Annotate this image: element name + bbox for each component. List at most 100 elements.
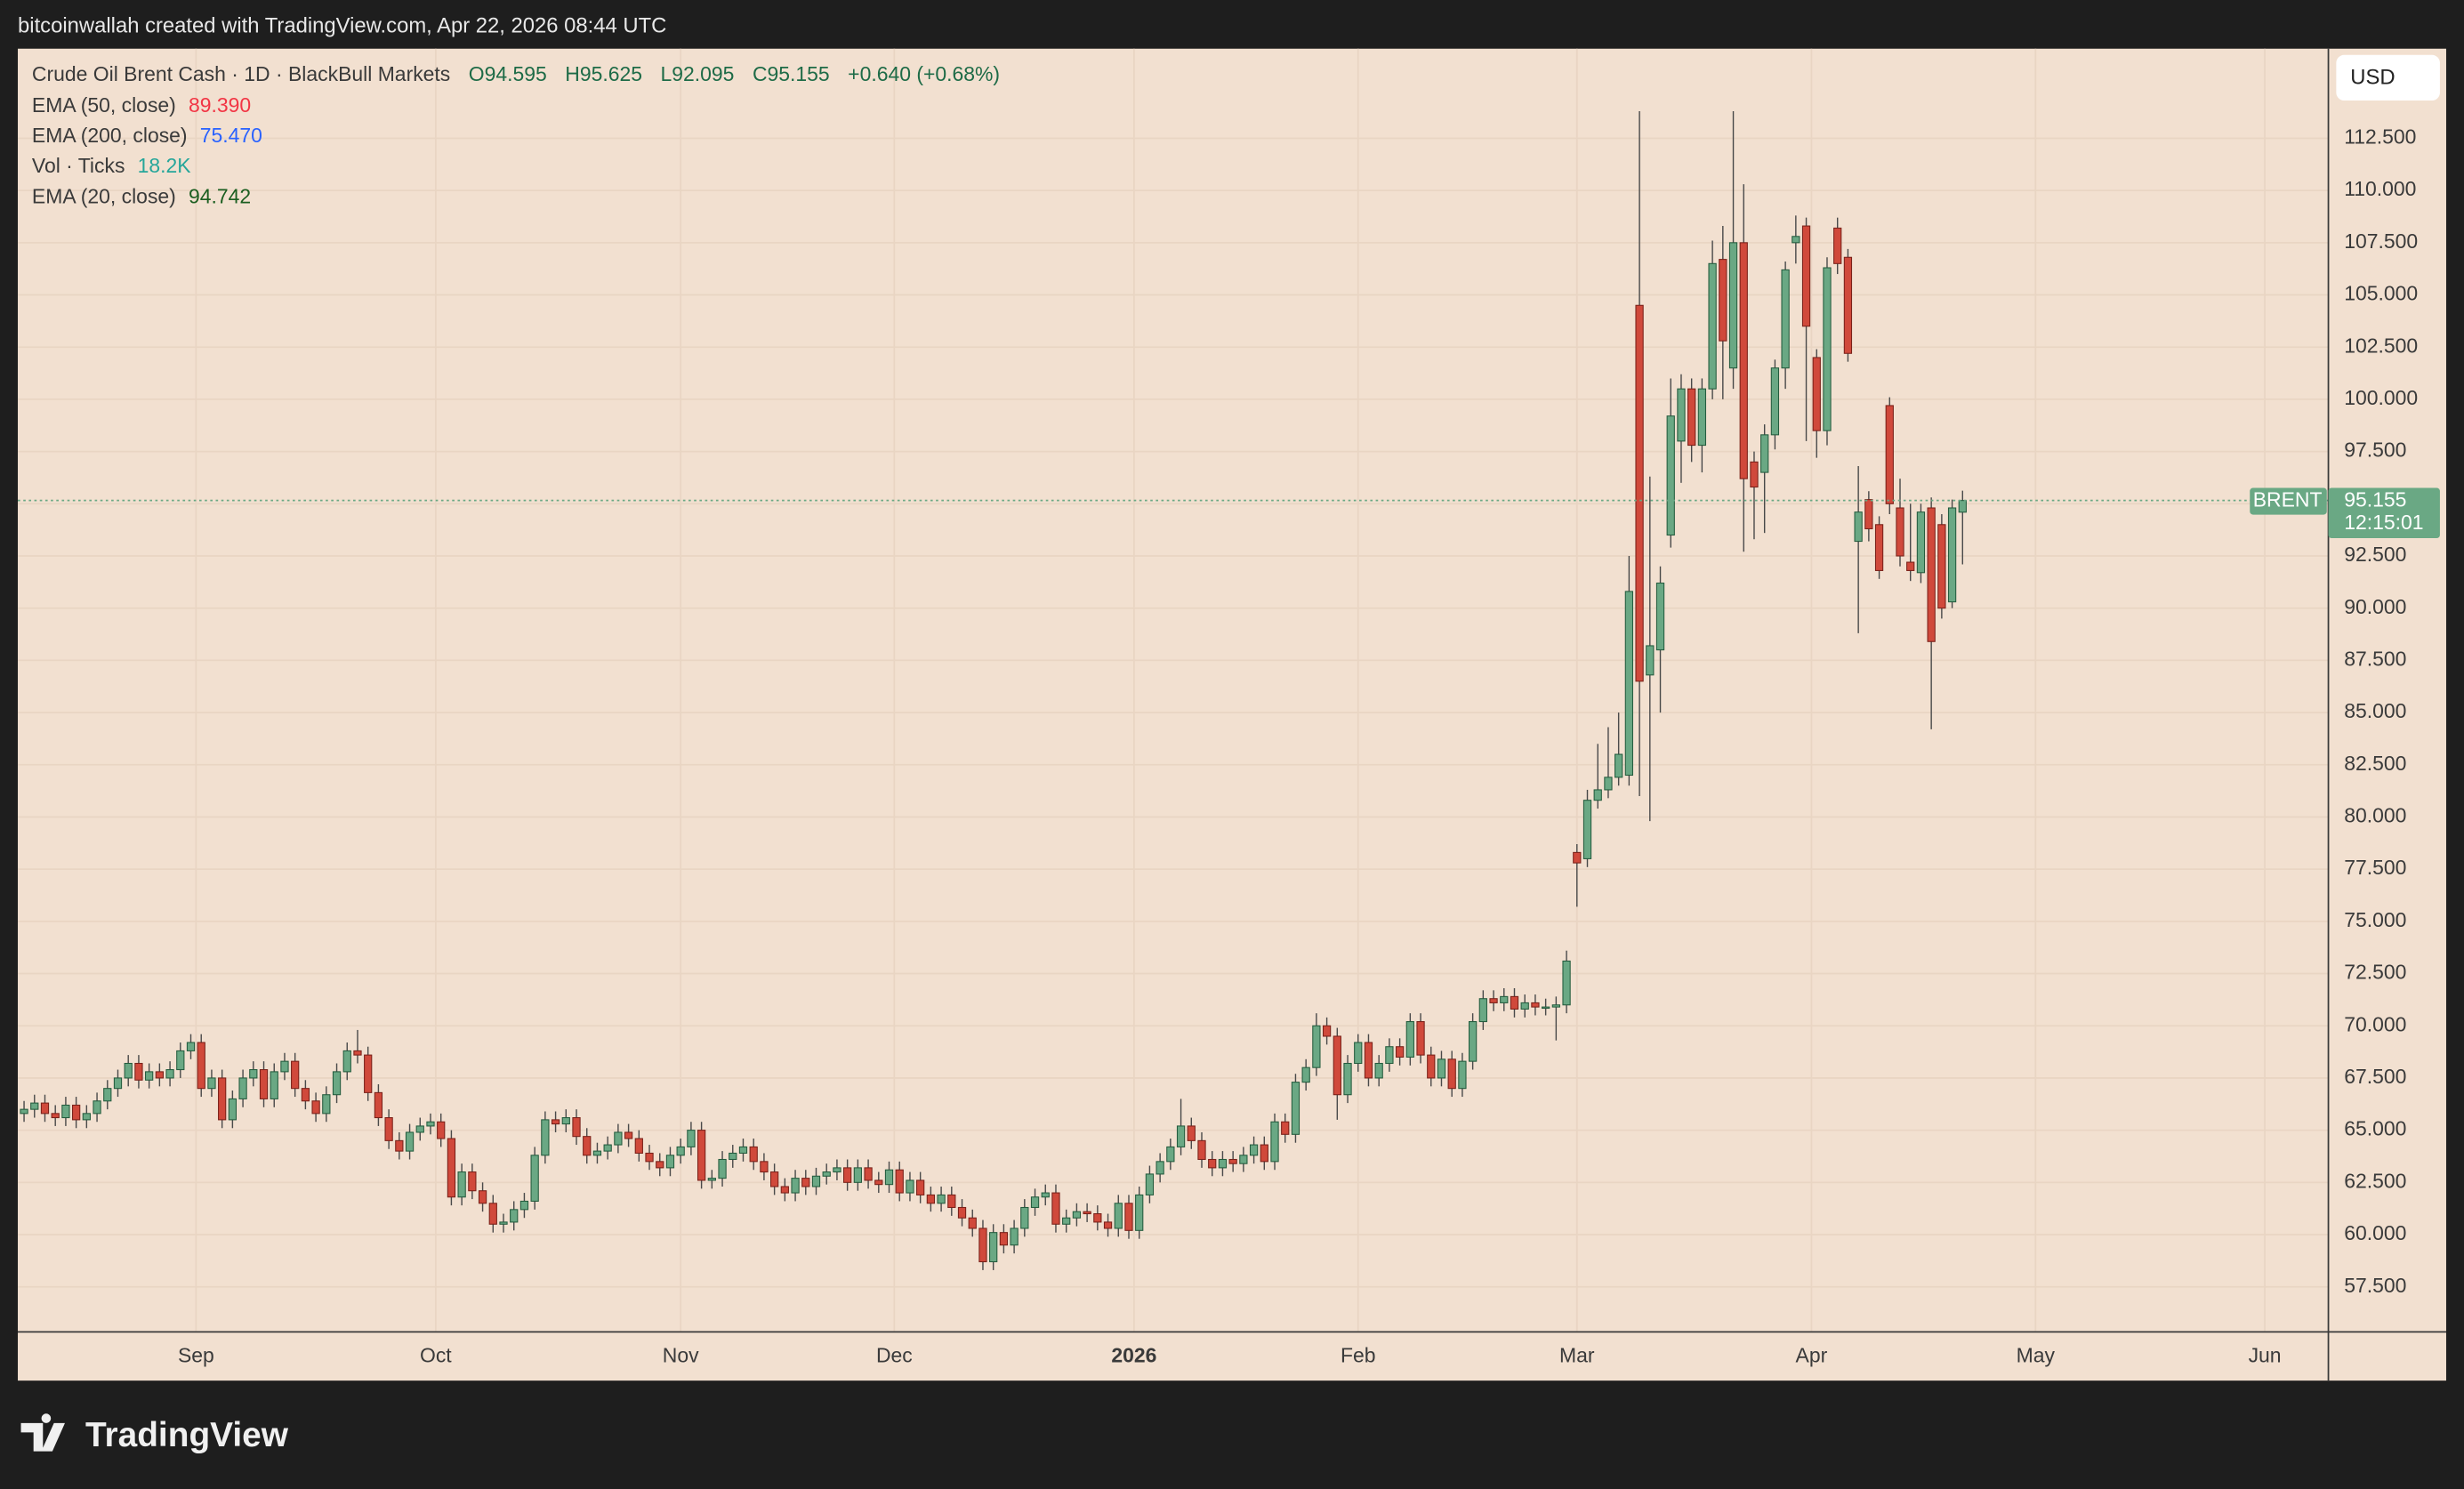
- candle-body: [1801, 225, 1811, 327]
- candle-body: [1114, 1203, 1123, 1229]
- y-tick-label: 80.000: [2344, 804, 2406, 827]
- candle-body: [1437, 1058, 1446, 1079]
- candle-body: [437, 1121, 446, 1139]
- candle-body: [1354, 1042, 1363, 1065]
- y-tick-label: 105.000: [2344, 282, 2418, 305]
- candle-body: [791, 1178, 800, 1194]
- candle-body: [1542, 1006, 1550, 1010]
- candle-body: [634, 1138, 643, 1154]
- currency-button[interactable]: [2336, 54, 2440, 101]
- candle-body: [364, 1054, 373, 1093]
- candle-body: [947, 1194, 956, 1209]
- candle-body: [843, 1167, 852, 1183]
- candle-body: [468, 1171, 477, 1192]
- candle-body: [561, 1117, 570, 1125]
- candle-body: [707, 1178, 716, 1181]
- brand: TradingView: [20, 1413, 289, 1454]
- candle-body: [645, 1152, 654, 1163]
- candle-body: [760, 1161, 769, 1173]
- candle-body: [687, 1130, 696, 1147]
- candle-body: [353, 1050, 362, 1056]
- indicator-value: 75.470: [200, 124, 262, 147]
- candle-body: [72, 1104, 81, 1121]
- candle-body: [134, 1062, 143, 1081]
- price-badge: [2328, 487, 2440, 539]
- candle-body: [1697, 388, 1707, 447]
- grid: [18, 48, 2329, 1332]
- candle-body: [1301, 1066, 1310, 1083]
- candle-body: [1395, 1046, 1405, 1058]
- candle-body: [1646, 645, 1655, 676]
- candle-body: [1531, 1002, 1540, 1008]
- candle-body: [322, 1094, 331, 1115]
- candle-body: [656, 1161, 664, 1169]
- candle-body: [1051, 1192, 1060, 1225]
- candle-body: [1812, 357, 1821, 431]
- candle-body: [1604, 777, 1613, 791]
- candle-body: [1708, 262, 1717, 390]
- candle-body: [280, 1060, 289, 1073]
- candle-body: [1489, 998, 1498, 1003]
- candle-body: [51, 1113, 60, 1119]
- legend-title: Crude Oil Brent Cash · 1D · BlackBull Ma…: [32, 62, 1000, 85]
- candle-body: [1405, 1021, 1414, 1058]
- candle-body: [665, 1155, 675, 1169]
- candle-body: [1197, 1139, 1206, 1161]
- candle-body: [853, 1167, 862, 1183]
- candle-body: [603, 1144, 612, 1152]
- candle-body: [113, 1077, 123, 1090]
- candle-body: [884, 1169, 894, 1186]
- candle-body: [1510, 995, 1519, 1010]
- candle-body: [207, 1077, 216, 1090]
- candle-body: [937, 1194, 946, 1204]
- candle-body: [989, 1232, 998, 1263]
- y-tick-label: 102.500: [2344, 334, 2418, 357]
- candle-body: [1478, 998, 1487, 1023]
- x-tick-label: Nov: [663, 1344, 699, 1367]
- candle-body: [1260, 1144, 1268, 1163]
- indicator-name: EMA (20, close): [32, 184, 176, 207]
- candle-body: [1447, 1058, 1456, 1090]
- candle-body: [1687, 388, 1696, 447]
- candle-body: [1854, 511, 1863, 543]
- candle-body: [1228, 1158, 1237, 1164]
- candle-body: [718, 1158, 727, 1179]
- candle-body: [1072, 1211, 1082, 1219]
- candle-body: [1041, 1192, 1050, 1198]
- candle-body: [30, 1102, 39, 1110]
- candle-body: [1500, 995, 1509, 1003]
- axes: 57.500 60.000 62.500 65.000 67.500 70.000 72.5…: [178, 125, 2440, 1367]
- candle-body: [1666, 415, 1675, 536]
- candle-body: [1416, 1021, 1425, 1056]
- y-tick-label: 90.000: [2344, 595, 2406, 618]
- candle-body: [530, 1155, 539, 1202]
- candle-body: [697, 1130, 706, 1181]
- candle-body: [874, 1179, 883, 1186]
- candle-body: [249, 1069, 258, 1079]
- candle-body: [906, 1179, 914, 1194]
- candle-body: [1322, 1025, 1332, 1037]
- candle-body: [1927, 507, 1936, 642]
- candle-body: [926, 1194, 936, 1204]
- candle-body: [1187, 1125, 1196, 1141]
- candle-body: [510, 1209, 519, 1223]
- candle-body: [1947, 507, 1957, 603]
- x-tick-label: Jun: [2249, 1344, 2282, 1367]
- candle-body: [1010, 1227, 1019, 1246]
- top-bar-text: bitcoinwallah created with TradingView.c…: [18, 13, 666, 37]
- candle-body: [1135, 1194, 1144, 1231]
- candle-body: [301, 1088, 310, 1102]
- x-tick-label: Feb: [1341, 1344, 1376, 1367]
- symbol-title: Crude Oil Brent Cash · 1D · BlackBull Ma…: [32, 62, 450, 85]
- candle-body: [1770, 367, 1780, 436]
- candle-body: [1906, 561, 1915, 571]
- candle-body: [1739, 242, 1748, 479]
- x-tick-label: Sep: [178, 1344, 214, 1367]
- x-tick-label: Dec: [876, 1344, 913, 1367]
- candle-body: [749, 1146, 758, 1163]
- candle-body: [833, 1167, 841, 1173]
- currency-label[interactable]: USD: [2350, 66, 2395, 90]
- indicator-value: 18.2K: [138, 154, 192, 177]
- x-tick-label: Apr: [1796, 1344, 1828, 1367]
